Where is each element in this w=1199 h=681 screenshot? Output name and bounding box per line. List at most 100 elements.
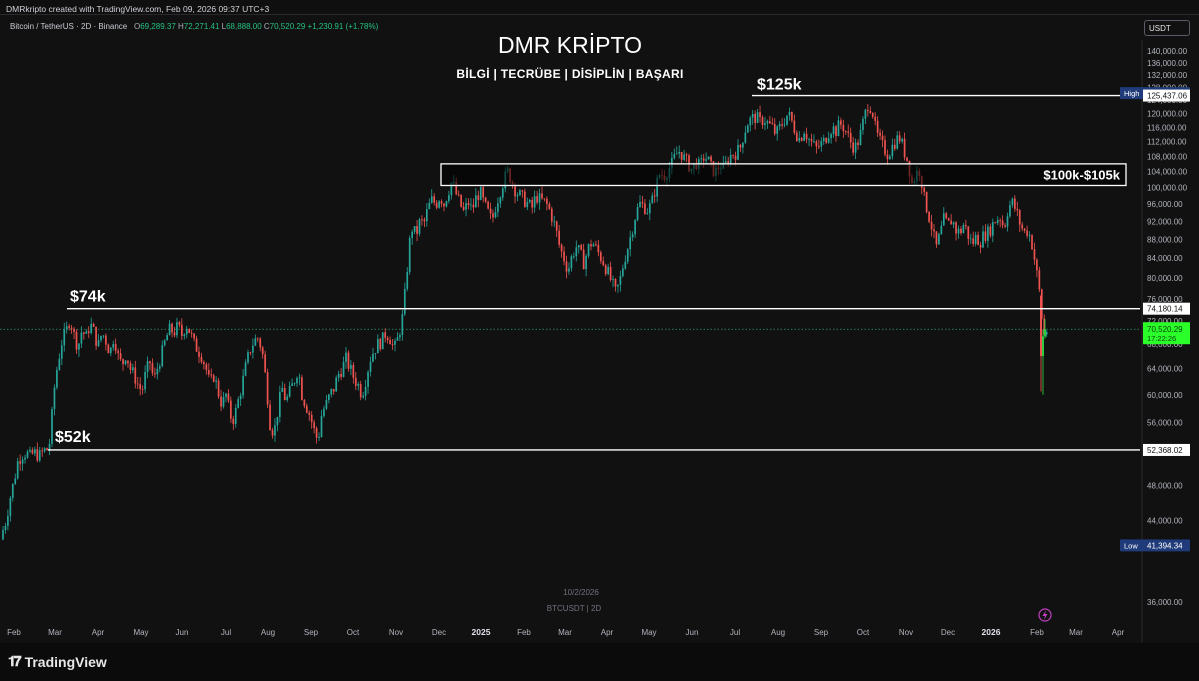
candle-body [680, 152, 683, 160]
candle-body [362, 395, 364, 398]
high-value: 72,271.41 [183, 22, 220, 31]
candle-body [1031, 235, 1033, 250]
x-tick-label: Apr [1112, 628, 1125, 637]
candle-body [222, 397, 225, 407]
candle-body [1033, 249, 1036, 260]
candle-body [1006, 216, 1009, 227]
tradingview-logo[interactable]: 𝟏𝟕 TradingView [8, 653, 107, 670]
candle-body [117, 350, 119, 354]
high-tag: High [1124, 89, 1139, 98]
candle-body [144, 372, 146, 390]
candle-body [1040, 296, 1042, 357]
watermark-date: 10/2/2026 [563, 588, 599, 597]
candle-body [389, 340, 391, 345]
candle-body [1016, 208, 1019, 211]
y-tick-label: 116,000.00 [1147, 123, 1187, 132]
candle-body [29, 449, 31, 452]
candle-body [568, 268, 570, 272]
candle-body [744, 132, 747, 143]
candle-body [156, 368, 159, 375]
candle-body [399, 335, 401, 338]
candle-body [340, 373, 342, 377]
candle-body [849, 132, 852, 143]
candle-body [499, 197, 502, 204]
candle-body [105, 335, 107, 345]
y-tick-label: 140,000.00 [1147, 47, 1188, 56]
candle-body [972, 238, 975, 244]
candle-body [595, 244, 597, 246]
candle-body [369, 361, 372, 372]
candle-body [129, 363, 132, 371]
candle-body [653, 195, 656, 197]
currency-button[interactable]: USDT [1144, 20, 1190, 36]
chart-frame[interactable] [0, 14, 1199, 643]
candle-body [570, 256, 573, 269]
candle-body [820, 141, 823, 147]
candle-body [935, 231, 938, 245]
candle-body [844, 131, 847, 132]
candle-body [648, 203, 651, 214]
candle-body [1028, 235, 1031, 237]
candle-body [969, 238, 972, 240]
candle-body [577, 245, 580, 248]
candle-body [614, 278, 617, 287]
candle-body [982, 231, 984, 248]
candle-body [149, 361, 151, 364]
candle-body [283, 388, 286, 401]
y-tick-label: 108,000.00 [1147, 152, 1188, 161]
candle-body [585, 255, 587, 270]
candle-body [965, 225, 967, 227]
candle-body [732, 154, 734, 156]
candle-body [766, 121, 769, 124]
y-tick-label: 96,000.00 [1147, 200, 1183, 209]
candle-body [891, 144, 894, 157]
x-tick-label: Apr [92, 628, 105, 637]
candle-body [521, 190, 524, 192]
candle-body [293, 383, 296, 385]
candle-body [482, 187, 485, 198]
candle-body [124, 360, 127, 365]
price-chart[interactable]: 140,000.00136,000.00132,000.00128,000.00… [0, 0, 1199, 642]
candle-body [328, 394, 330, 401]
candle-body [707, 156, 710, 160]
candle-body [795, 132, 798, 141]
candle-body [462, 206, 465, 210]
zone-box-100k-105k[interactable] [440, 163, 1127, 187]
lightning-icon[interactable] [1038, 608, 1052, 622]
candle-body [800, 138, 803, 141]
candle-body [781, 124, 783, 126]
candle-body [301, 377, 303, 400]
candle-body [962, 225, 965, 234]
candle-body [276, 416, 279, 426]
candle-body [673, 154, 676, 158]
candle-body [479, 187, 482, 200]
candle-body [1023, 228, 1026, 231]
candle-body [864, 109, 867, 119]
candle-body [991, 222, 994, 236]
candle-body [212, 375, 215, 382]
line-price-badge [1143, 302, 1190, 315]
candle-body [592, 244, 595, 247]
candle-body [38, 450, 41, 461]
candle-body [403, 289, 406, 315]
candle-body [582, 249, 585, 270]
candle-body [764, 123, 766, 126]
high-label: H [178, 22, 184, 31]
candle-body [303, 399, 306, 406]
candle-body [942, 213, 945, 226]
candle-body [195, 338, 198, 352]
candle-body [957, 228, 960, 234]
candle-body [984, 231, 987, 241]
candle-body [548, 203, 551, 209]
candle-body [489, 208, 492, 214]
candle-body [166, 335, 168, 341]
candle-body [394, 340, 396, 345]
candle-body [705, 159, 707, 161]
candle-body [1043, 318, 1046, 335]
candle-body [947, 218, 950, 221]
candle-body [560, 244, 563, 252]
candle-body [884, 140, 886, 155]
candle-body [624, 261, 627, 269]
line-price-badge [1143, 89, 1190, 102]
candle-body [1044, 329, 1046, 337]
